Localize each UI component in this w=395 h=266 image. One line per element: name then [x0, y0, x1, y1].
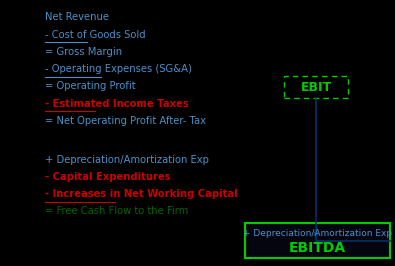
Text: EBIT: EBIT: [301, 81, 331, 94]
Text: = Operating Profit: = Operating Profit: [45, 81, 136, 92]
Text: - Operating Expenses (SG&A): - Operating Expenses (SG&A): [45, 64, 192, 74]
Text: = Net Operating Profit After- Tax: = Net Operating Profit After- Tax: [45, 116, 207, 126]
Text: - Cost of Goods Sold: - Cost of Goods Sold: [45, 30, 146, 40]
Text: + Depreciation/Amortization Exp: + Depreciation/Amortization Exp: [45, 155, 209, 165]
Text: + Depreciation/Amortization Exp: + Depreciation/Amortization Exp: [243, 228, 392, 238]
FancyBboxPatch shape: [245, 223, 390, 258]
Text: - Estimated Income Taxes: - Estimated Income Taxes: [45, 99, 189, 109]
Text: = Free Cash Flow to the Firm: = Free Cash Flow to the Firm: [45, 206, 189, 217]
Text: = Gross Margin: = Gross Margin: [45, 47, 122, 57]
Text: - Increases in Net Working Capital: - Increases in Net Working Capital: [45, 189, 238, 199]
Text: EBITDA: EBITDA: [289, 241, 346, 255]
Text: Net Revenue: Net Revenue: [45, 12, 109, 22]
Text: - Capital Expenditures: - Capital Expenditures: [45, 172, 171, 182]
